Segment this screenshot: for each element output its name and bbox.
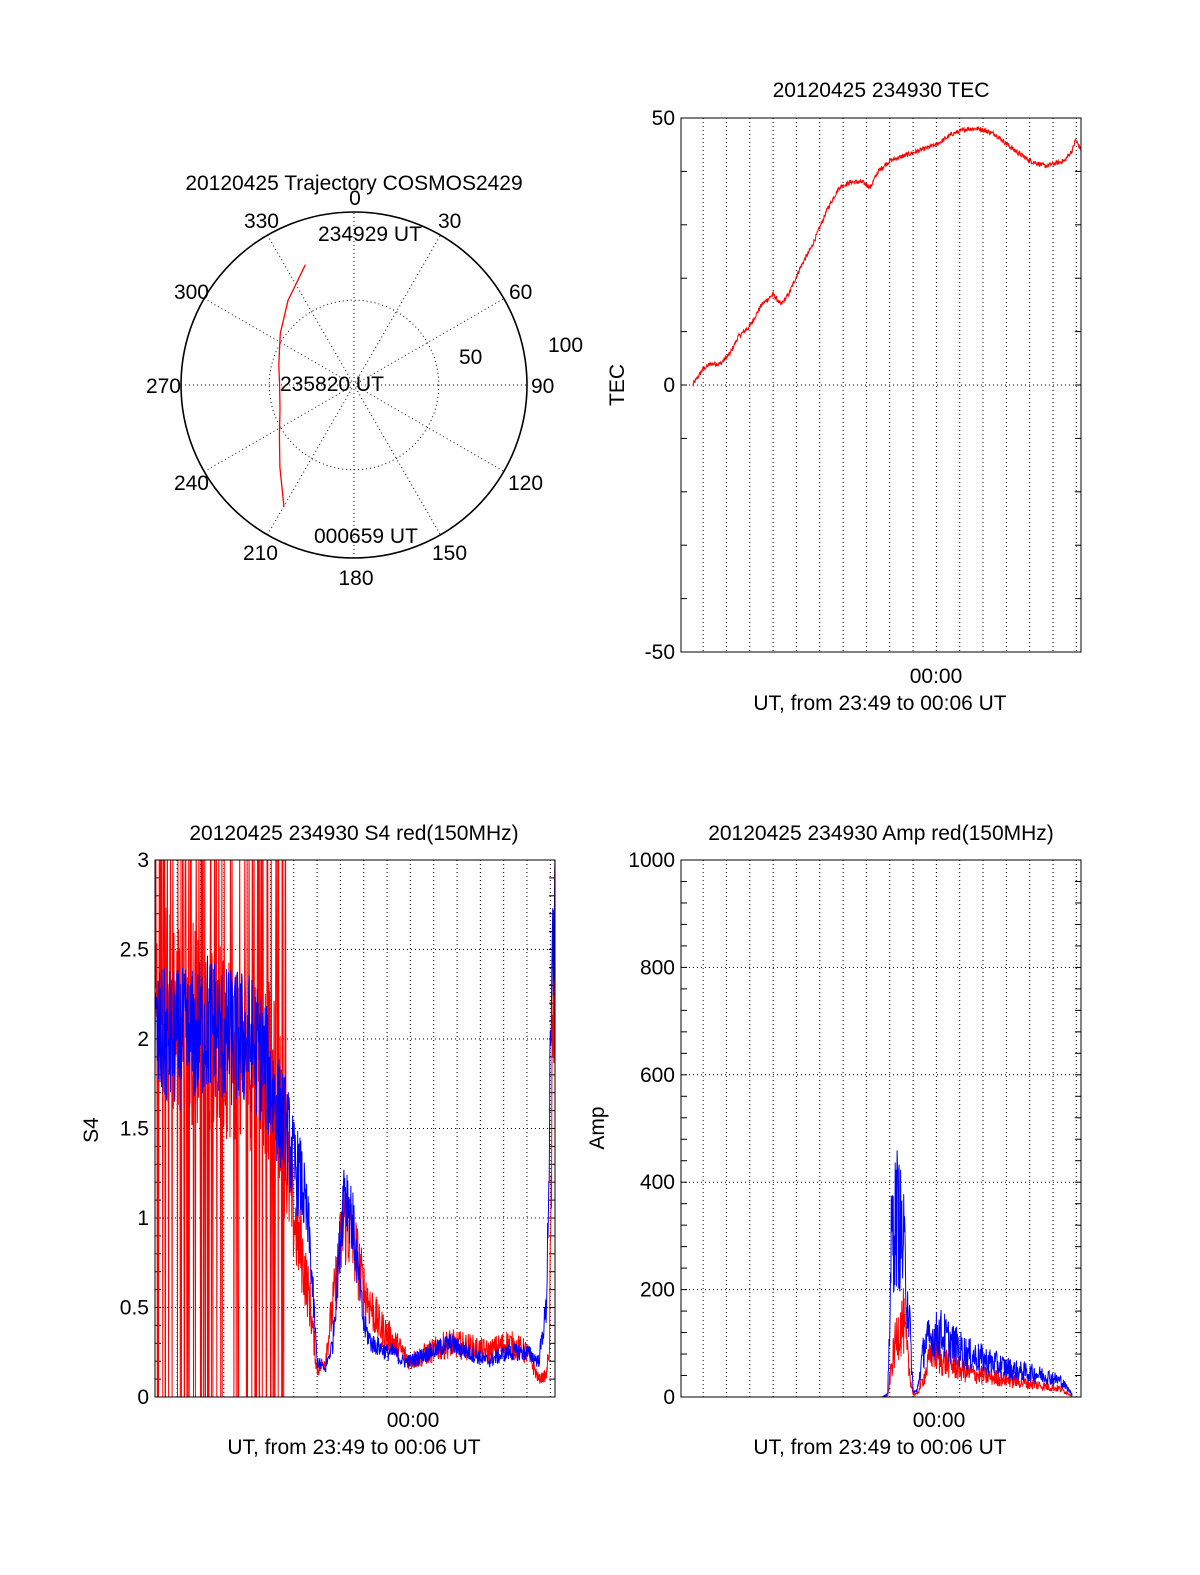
s4-y-tick-label: 2 [137,1028,149,1051]
polar-angle-label: 150 [432,542,467,565]
amp-y-tick-label: 1000 [628,849,675,872]
amp-y-tick-label: 600 [640,1064,675,1087]
s4-y-tick-label: 3 [137,849,149,872]
amp-title: 20120425 234930 Amp red(150MHz) [708,822,1054,845]
s4-panel: 20120425 234930 S4 red(150MHz) 0 0.5 1 1.5 2… [80,822,556,1459]
polar-angle-label: 60 [509,281,532,304]
trajectory-end-label: 000659 UT [314,525,418,548]
tec-series-line [692,126,1081,388]
trajectory-mid-label: 235820 UT [280,373,384,396]
polar-angle-label: 30 [438,210,461,233]
polar-radius-label: 100 [548,334,583,357]
polar-angle-label: 240 [174,472,209,495]
polar-spoke [267,234,441,536]
trajectory-start-label: 234929 UT [318,223,422,246]
s4-series-red [155,860,555,1397]
amp-series-red [692,1288,1073,1397]
tec-y-axis-label: TEC [606,364,629,406]
s4-title: 20120425 234930 S4 red(150MHz) [189,822,518,845]
polar-angle-label: 330 [244,210,279,233]
amp-x-tick-label: 00:00 [913,1409,966,1432]
trajectory-panel: 20120425 Trajectory COSMOS2429 0 30 60 90 12… [146,172,583,590]
tec-panel: 20120425 234930 TEC -50 0 50 TEC 00:00 UT,… [606,79,1082,715]
amp-panel: 20120425 234930 Amp red(150MHz) 0 200 400 6… [586,822,1082,1459]
polar-angle-label: 120 [508,472,543,495]
tec-plot-frame [680,117,1082,653]
polar-angle-label: 270 [146,375,181,398]
polar-angle-label: 0 [349,187,361,210]
polar-angle-label: 180 [338,567,373,590]
tec-y-tick-label: 50 [652,107,675,130]
s4-series-blue [155,860,555,1373]
s4-x-tick-label: 00:00 [387,1409,440,1432]
s4-y-axis-label: S4 [80,1117,103,1143]
amp-y-tick-label: 0 [663,1386,675,1409]
tec-x-axis-label: UT, from 23:49 to 00:06 UT [753,692,1006,715]
amp-y-tick-label: 800 [640,956,675,979]
tec-x-tick-label: 00:00 [910,665,963,688]
tec-y-tick-label: 0 [663,374,675,397]
s4-plot-frame [154,859,556,1398]
amp-y-tick-label: 200 [640,1279,675,1302]
amp-y-tick-label: 400 [640,1171,675,1194]
polar-radius-label: 50 [459,346,482,369]
s4-y-tick-label: 1.5 [120,1118,149,1141]
amp-plot-frame [680,859,1082,1398]
s4-y-tick-label: 2.5 [120,939,149,962]
s4-y-tick-label: 0.5 [120,1297,149,1320]
tec-y-tick-label: -50 [645,641,675,664]
trajectory-title: 20120425 Trajectory COSMOS2429 [185,172,522,195]
amp-x-axis-label: UT, from 23:49 to 00:06 UT [753,1436,1006,1459]
tec-title: 20120425 234930 TEC [773,79,990,102]
polar-angle-label: 300 [174,281,209,304]
polar-angle-label: 90 [531,375,554,398]
s4-x-axis-label: UT, from 23:49 to 00:06 UT [227,1436,480,1459]
s4-y-tick-label: 0 [137,1386,149,1409]
polar-angle-label: 210 [243,542,278,565]
amp-y-axis-label: Amp [586,1106,609,1149]
s4-y-tick-label: 1 [137,1207,149,1230]
trajectory-path [278,264,306,507]
